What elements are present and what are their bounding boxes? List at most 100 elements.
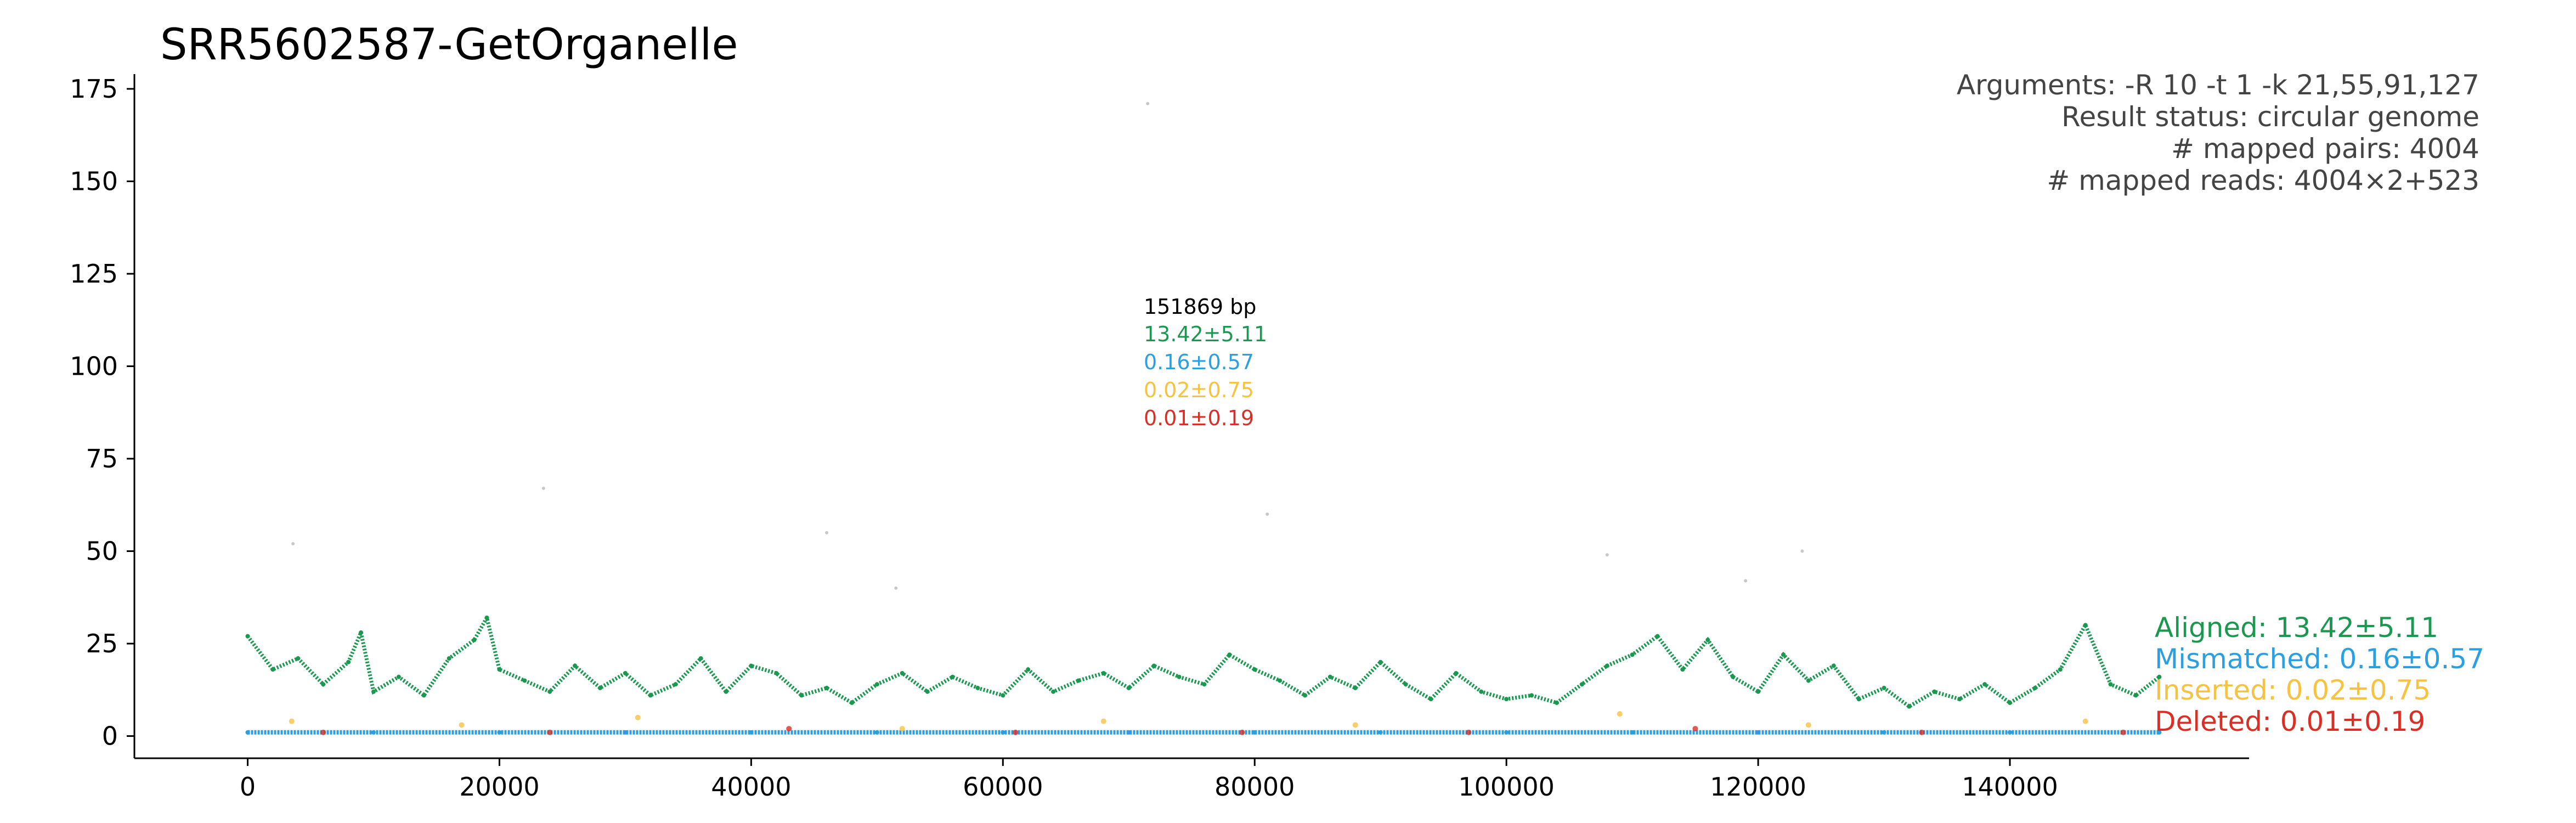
series-aligned-point	[1403, 682, 1408, 687]
sparse-point	[1800, 549, 1804, 553]
series-mismatched-point	[1378, 730, 1383, 735]
series-mismatched	[245, 730, 2162, 735]
stat-inserted: 0.02±0.75	[1144, 378, 1254, 402]
info-result-status: Result status: circular genome	[2061, 101, 2479, 133]
series-inserted-point	[289, 718, 295, 724]
sparse-points	[291, 102, 1804, 590]
sparse-point	[541, 486, 545, 490]
series-aligned-point	[1806, 678, 1811, 683]
series-inserted-point	[1100, 718, 1106, 724]
series-aligned-point	[547, 689, 552, 694]
series-aligned-point	[1076, 678, 1081, 683]
series-deleted-point	[1919, 729, 1925, 735]
y-axis-ticks: 0 25 50 75 100 125 150 175	[70, 74, 134, 751]
series-aligned-point	[2133, 693, 2138, 698]
series-mismatched-point	[1001, 730, 1005, 735]
series-aligned-point	[371, 689, 376, 694]
series-aligned-point	[245, 634, 250, 639]
stat-mismatched: 0.16±0.57	[1144, 350, 1254, 374]
series-aligned-point	[1278, 678, 1283, 683]
series-aligned-point	[2157, 674, 2162, 679]
series-deleted-point	[1013, 729, 1019, 735]
series-aligned-point	[296, 656, 301, 661]
series-aligned-point	[749, 663, 754, 668]
sparse-point	[1605, 553, 1609, 557]
info-block: Arguments: -R 10 -t 1 -k 21,55,91,127 Re…	[1957, 69, 2479, 196]
x-tick-label: 20000	[459, 772, 539, 802]
sparse-point	[1744, 579, 1748, 583]
series-mismatched-point	[371, 730, 376, 735]
series-aligned-point	[497, 667, 502, 672]
series-aligned-point	[1428, 697, 1433, 702]
y-tick-label: 75	[86, 444, 118, 473]
series-aligned-point	[799, 693, 804, 698]
series-aligned-point	[673, 682, 678, 687]
sparse-point	[291, 542, 295, 546]
series-aligned-point	[1252, 667, 1257, 672]
series-aligned-point	[1705, 638, 1710, 642]
series-inserted-point	[1805, 722, 1811, 728]
series-layer	[245, 612, 2162, 735]
series-aligned-point	[1504, 697, 1509, 702]
series-aligned-point	[774, 670, 779, 675]
legend: Aligned: 13.42±5.11 Mismatched: 0.16±0.5…	[2155, 612, 2484, 737]
series-inserted-point	[2082, 718, 2088, 724]
y-tick-label: 25	[86, 629, 118, 658]
series-aligned-point	[724, 689, 728, 694]
sparse-point	[1146, 102, 1150, 105]
series-aligned-point	[1001, 693, 1005, 698]
info-mapped-reads: # mapped reads: 4004×2+523	[2047, 165, 2479, 196]
series-mismatched-point	[245, 730, 250, 735]
legend-aligned: Aligned: 13.42±5.11	[2155, 612, 2438, 644]
series-aligned-point	[1177, 674, 1182, 679]
series-deleted-point	[547, 729, 553, 735]
series-aligned-point	[900, 670, 905, 675]
series-aligned-point	[1856, 697, 1861, 702]
series-aligned-point	[1353, 685, 1358, 690]
series-mismatched-point	[1126, 730, 1131, 735]
series-aligned-point	[1303, 693, 1308, 698]
chart-title: SRR5602587-GetOrganelle	[160, 20, 738, 70]
series-deleted-point	[786, 726, 792, 732]
series-mismatched-point	[1630, 730, 1635, 735]
series-deleted-point	[2120, 729, 2126, 735]
legend-deleted: Deleted: 0.01±0.19	[2155, 706, 2425, 737]
series-aligned-point	[573, 663, 578, 668]
series-aligned-point	[1680, 667, 1685, 672]
stat-genome-length: 151869 bp	[1144, 295, 1256, 319]
series-aligned-point	[1907, 704, 1912, 709]
series-aligned-point	[1982, 682, 1987, 687]
x-tick-label: 40000	[711, 772, 791, 802]
series-aligned-point	[623, 670, 628, 675]
sparse-point	[1266, 512, 1269, 516]
series-aligned-point	[2108, 682, 2113, 687]
series-aligned-point	[824, 685, 829, 690]
stat-deleted: 0.01±0.19	[1144, 406, 1254, 430]
stat-aligned: 13.42±5.11	[1144, 322, 1267, 346]
series-aligned-point	[447, 656, 451, 661]
series-deleted-point	[320, 729, 326, 735]
x-tick-label: 140000	[1962, 772, 2058, 802]
series-aligned-point	[975, 685, 980, 690]
series-deleted-point	[1466, 729, 1472, 735]
x-tick-label: 60000	[963, 772, 1043, 802]
series-inserted	[289, 711, 2088, 732]
series-aligned-point	[1454, 670, 1459, 675]
sparse-point	[894, 586, 898, 590]
series-aligned-point	[321, 682, 326, 687]
series-aligned-point	[1831, 663, 1836, 668]
x-tick-label: 100000	[1458, 772, 1555, 802]
x-tick-label: 0	[240, 772, 256, 802]
series-aligned-point	[1554, 700, 1559, 705]
series-aligned-point	[270, 667, 275, 672]
series-aligned-point	[1051, 689, 1056, 694]
series-aligned-point	[1932, 689, 1937, 694]
series-mismatched-point	[2008, 730, 2013, 735]
y-tick-label: 125	[70, 259, 118, 289]
series-aligned-point	[1655, 634, 1660, 639]
series-aligned-point	[1882, 685, 1886, 690]
series-aligned-point	[1529, 693, 1534, 698]
x-axis-ticks: 0 20000 40000 60000 80000 100000 120000 140000	[240, 758, 2058, 802]
series-inserted-point	[1617, 711, 1623, 717]
series-aligned-point	[2058, 667, 2063, 672]
